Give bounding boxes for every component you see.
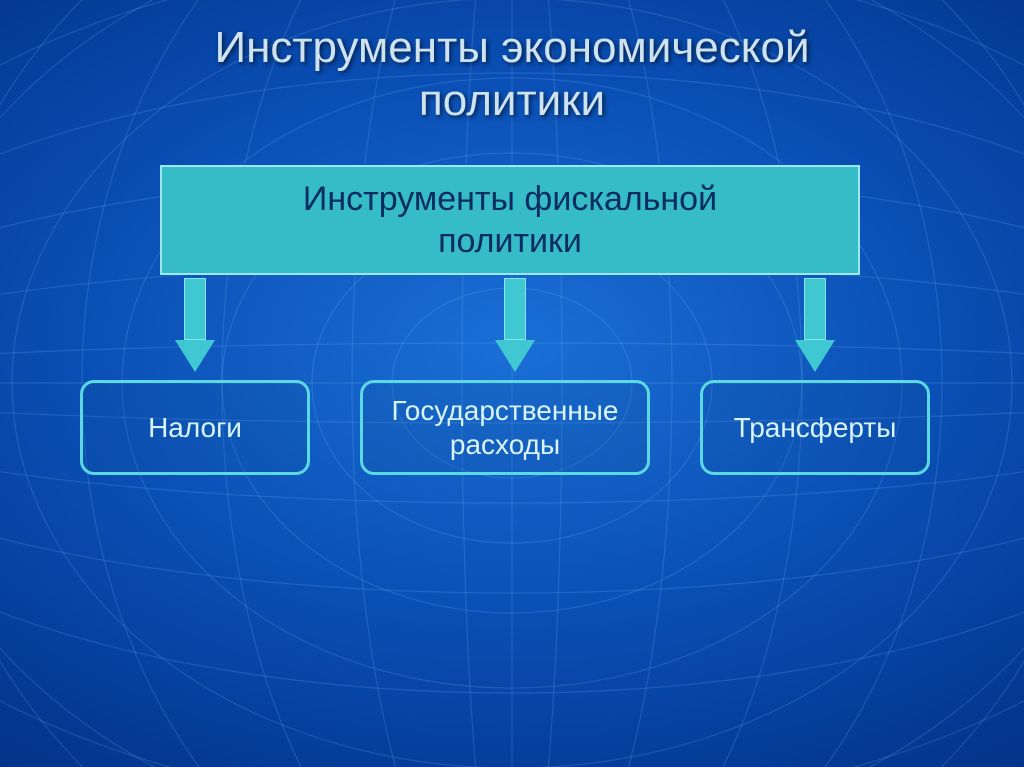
root-node-label: Инструменты фискальнойполитики bbox=[303, 178, 717, 263]
arrow-head bbox=[495, 340, 535, 372]
arrow-to-child-1 bbox=[175, 278, 215, 378]
slide-title: Инструменты экономическойполитики bbox=[0, 22, 1024, 128]
root-node: Инструменты фискальнойполитики bbox=[160, 165, 860, 275]
child-node-1-label: Налоги bbox=[148, 411, 242, 445]
arrow-head bbox=[795, 340, 835, 372]
arrow-to-child-3 bbox=[795, 278, 835, 378]
child-node-2: Государственныерасходы bbox=[360, 380, 650, 475]
arrow-head bbox=[175, 340, 215, 372]
arrow-shaft bbox=[504, 278, 526, 340]
child-node-3: Трансферты bbox=[700, 380, 930, 475]
child-node-2-label: Государственныерасходы bbox=[392, 394, 619, 461]
child-node-3-label: Трансферты bbox=[734, 411, 897, 445]
arrow-shaft bbox=[804, 278, 826, 340]
arrow-shaft bbox=[184, 278, 206, 340]
child-node-1: Налоги bbox=[80, 380, 310, 475]
arrow-to-child-2 bbox=[495, 278, 535, 378]
